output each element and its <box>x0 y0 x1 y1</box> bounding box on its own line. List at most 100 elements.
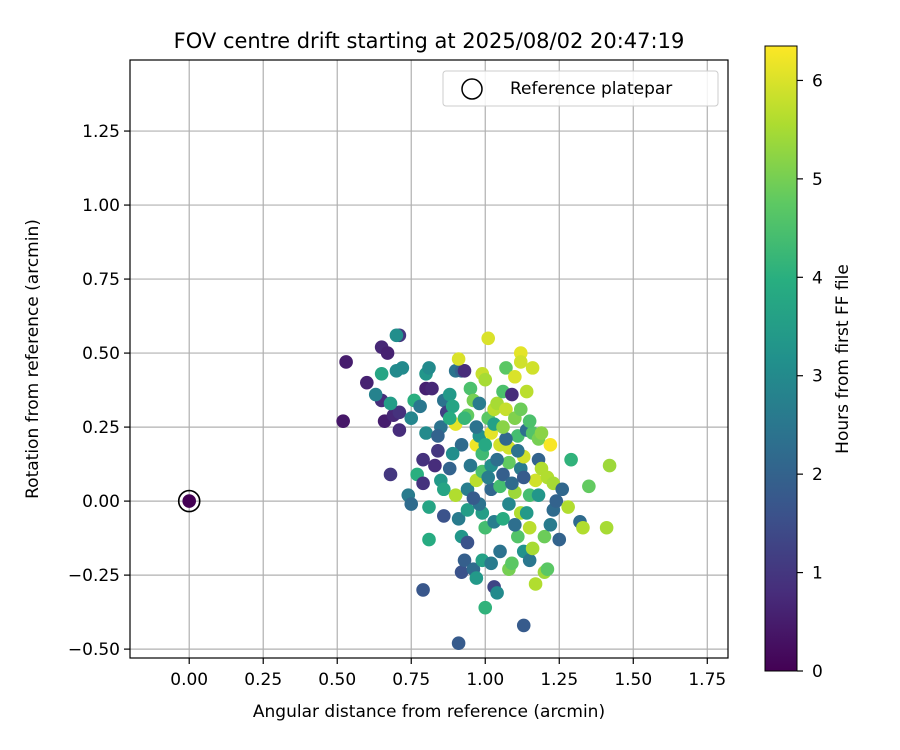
data-point <box>528 577 543 591</box>
y-tick-label: −0.25 <box>68 566 120 586</box>
data-point <box>499 402 513 417</box>
data-point <box>499 432 513 446</box>
data-point <box>416 476 430 491</box>
chart-title: FOV centre drift starting at 2025/08/02 … <box>174 29 685 53</box>
data-point <box>416 583 430 597</box>
data-point <box>457 364 472 378</box>
data-points <box>336 328 617 650</box>
x-tick-label: 1.25 <box>540 670 578 690</box>
data-point <box>466 491 481 505</box>
grid-lines <box>130 60 728 658</box>
data-point <box>478 372 493 387</box>
data-point <box>511 529 525 544</box>
data-point <box>374 367 389 381</box>
data-point <box>543 517 558 532</box>
data-point <box>404 411 419 426</box>
data-point <box>339 355 353 369</box>
colorbar-tick-label: 0 <box>812 662 823 682</box>
data-point <box>472 396 487 411</box>
data-point <box>431 429 445 443</box>
data-point <box>463 381 478 396</box>
data-point <box>549 494 564 508</box>
data-point <box>576 520 590 535</box>
data-point <box>481 470 496 485</box>
data-point <box>442 461 457 476</box>
data-point <box>478 438 493 452</box>
data-point <box>519 506 534 520</box>
data-point <box>422 361 436 375</box>
data-point <box>478 600 493 615</box>
y-tick-label: 1.25 <box>82 122 120 142</box>
data-point <box>481 331 496 346</box>
y-tick-label: 0.50 <box>82 344 120 364</box>
data-point <box>484 556 498 571</box>
x-axis-ticks: 0.00 0.25 0.50 0.75 1.00 1.25 1.50 1.75 <box>170 658 726 690</box>
colorbar-tick-label: 4 <box>812 268 823 288</box>
colorbar-ticks: 0 1 2 3 4 5 6 <box>797 71 823 682</box>
x-tick-label: 0.00 <box>170 670 208 690</box>
y-tick-label: 0.75 <box>82 270 120 290</box>
data-point <box>516 618 531 633</box>
y-tick-label: 1.00 <box>82 196 120 216</box>
plot-frame <box>129 59 729 659</box>
data-point <box>525 361 540 375</box>
colorbar-tick-label: 5 <box>812 170 823 190</box>
data-point <box>502 497 516 511</box>
data-point <box>413 399 427 414</box>
data-point <box>460 503 475 517</box>
colorbar-tick-label: 2 <box>812 465 823 485</box>
data-point <box>469 420 484 434</box>
x-tick-label: 1.50 <box>614 670 652 690</box>
data-point <box>457 553 472 568</box>
data-point <box>469 571 484 585</box>
data-point <box>561 500 575 514</box>
x-tick-label: 0.50 <box>318 670 356 690</box>
legend: Reference platepar <box>442 70 719 107</box>
reference-point <box>177 489 201 513</box>
x-axis-label: Angular distance from reference (arcmin) <box>253 702 605 722</box>
data-point <box>457 411 472 426</box>
data-point <box>445 446 460 461</box>
data-point <box>389 328 404 343</box>
data-point <box>522 414 537 428</box>
x-tick-label: 1.75 <box>688 670 726 690</box>
legend-box <box>442 70 719 107</box>
data-point <box>368 387 383 402</box>
data-point <box>360 375 374 390</box>
data-point <box>451 352 466 366</box>
data-point <box>454 438 469 452</box>
data-point <box>460 535 475 550</box>
reference-ring <box>177 489 201 513</box>
data-point <box>534 426 549 440</box>
legend-entry: Reference platepar <box>510 79 672 99</box>
data-point <box>490 586 504 600</box>
data-point <box>416 452 430 467</box>
data-point <box>422 500 436 514</box>
data-point <box>383 467 398 482</box>
data-point <box>336 414 350 428</box>
data-point <box>540 562 555 576</box>
data-point <box>525 541 540 556</box>
reference-dot <box>182 494 197 508</box>
data-point <box>505 556 519 571</box>
data-point <box>528 473 543 488</box>
colorbar-tick-label: 1 <box>812 564 823 584</box>
colorbar: 0 1 2 3 4 5 6 Hours from first FF file <box>764 45 853 682</box>
data-point <box>419 426 433 440</box>
data-point <box>392 423 407 437</box>
x-tick-label: 1.00 <box>466 670 504 690</box>
data-point <box>496 467 510 482</box>
data-point <box>513 355 528 369</box>
data-point <box>508 369 522 384</box>
data-point <box>505 387 519 402</box>
data-point <box>505 476 519 491</box>
data-point <box>522 553 537 568</box>
colorbar-label: Hours from first FF file <box>833 264 853 454</box>
colorbar-gradient <box>764 45 798 672</box>
legend-marker-icon <box>461 78 483 100</box>
colorbar-tick-label: 3 <box>812 367 823 387</box>
data-point <box>454 565 469 579</box>
data-point <box>437 482 451 497</box>
data-point <box>392 405 407 420</box>
data-point <box>451 636 466 650</box>
